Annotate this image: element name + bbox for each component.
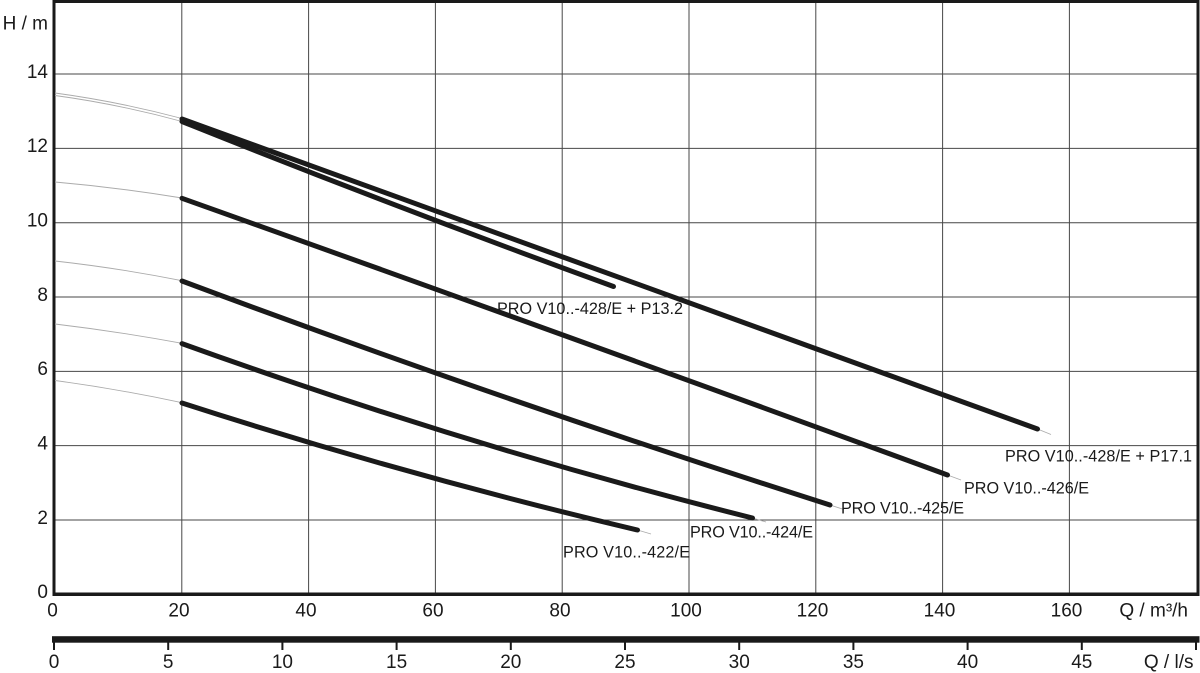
svg-text:5: 5 xyxy=(163,652,174,673)
svg-text:140: 140 xyxy=(924,601,956,622)
svg-text:15: 15 xyxy=(386,652,407,673)
svg-text:Q / l/s: Q / l/s xyxy=(1144,652,1194,673)
svg-text:0: 0 xyxy=(47,601,58,622)
svg-text:Q / m³/h: Q / m³/h xyxy=(1119,601,1188,622)
svg-text:20: 20 xyxy=(168,601,189,622)
svg-text:14: 14 xyxy=(27,62,49,83)
svg-text:80: 80 xyxy=(549,601,570,622)
svg-text:PRO V10..-428/E + P13.2: PRO V10..-428/E + P13.2 xyxy=(497,300,683,318)
svg-text:30: 30 xyxy=(729,652,750,673)
svg-text:PRO V10..-428/E + P17.1: PRO V10..-428/E + P17.1 xyxy=(1005,448,1192,466)
svg-text:10: 10 xyxy=(272,652,293,673)
svg-text:45: 45 xyxy=(1071,652,1092,673)
svg-text:120: 120 xyxy=(797,601,829,622)
svg-text:35: 35 xyxy=(843,652,864,673)
svg-text:25: 25 xyxy=(614,652,635,673)
svg-text:0: 0 xyxy=(49,652,60,673)
svg-text:8: 8 xyxy=(37,285,48,306)
svg-text:H / m: H / m xyxy=(3,14,48,35)
svg-text:PRO V10..-422/E: PRO V10..-422/E xyxy=(563,544,690,562)
svg-text:4: 4 xyxy=(37,434,48,455)
svg-text:160: 160 xyxy=(1051,601,1083,622)
svg-text:PRO V10..-425/E: PRO V10..-425/E xyxy=(841,500,964,518)
svg-text:12: 12 xyxy=(27,136,48,157)
svg-text:0: 0 xyxy=(37,582,48,603)
svg-text:10: 10 xyxy=(27,211,48,232)
svg-text:40: 40 xyxy=(957,652,978,673)
svg-text:20: 20 xyxy=(500,652,521,673)
svg-text:PRO V10..-426/E: PRO V10..-426/E xyxy=(964,480,1089,498)
svg-text:100: 100 xyxy=(670,601,702,622)
svg-text:60: 60 xyxy=(422,601,443,622)
svg-text:2: 2 xyxy=(37,508,48,529)
svg-text:40: 40 xyxy=(295,601,316,622)
svg-text:6: 6 xyxy=(37,359,48,380)
svg-text:PRO V10..-424/E: PRO V10..-424/E xyxy=(690,524,813,542)
